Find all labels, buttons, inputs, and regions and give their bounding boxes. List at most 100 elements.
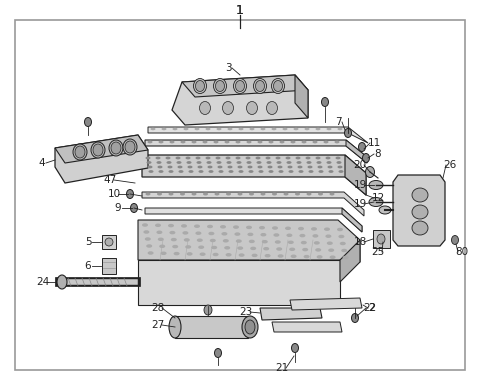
Ellipse shape bbox=[260, 233, 266, 237]
Ellipse shape bbox=[184, 238, 190, 242]
Polygon shape bbox=[175, 316, 248, 338]
Ellipse shape bbox=[208, 232, 215, 235]
Ellipse shape bbox=[161, 128, 167, 130]
Text: 24: 24 bbox=[36, 277, 49, 287]
Ellipse shape bbox=[178, 166, 182, 169]
Ellipse shape bbox=[336, 157, 340, 159]
Ellipse shape bbox=[172, 128, 178, 130]
Ellipse shape bbox=[84, 118, 92, 126]
Ellipse shape bbox=[268, 170, 274, 173]
Text: 20: 20 bbox=[353, 160, 367, 170]
Ellipse shape bbox=[216, 157, 220, 159]
Ellipse shape bbox=[340, 242, 346, 245]
Ellipse shape bbox=[155, 223, 161, 227]
Ellipse shape bbox=[272, 78, 285, 93]
Ellipse shape bbox=[255, 81, 264, 91]
Ellipse shape bbox=[236, 239, 242, 243]
Ellipse shape bbox=[338, 235, 344, 238]
Text: 27: 27 bbox=[151, 320, 165, 330]
Ellipse shape bbox=[315, 157, 321, 159]
Ellipse shape bbox=[277, 254, 284, 258]
Polygon shape bbox=[142, 155, 366, 195]
Polygon shape bbox=[295, 75, 308, 118]
Ellipse shape bbox=[314, 241, 320, 245]
Ellipse shape bbox=[180, 141, 185, 143]
Ellipse shape bbox=[250, 247, 256, 250]
Ellipse shape bbox=[192, 141, 196, 143]
Ellipse shape bbox=[256, 161, 262, 164]
Ellipse shape bbox=[220, 225, 226, 228]
Ellipse shape bbox=[227, 161, 231, 164]
Ellipse shape bbox=[307, 192, 312, 195]
Text: 11: 11 bbox=[367, 138, 381, 148]
Ellipse shape bbox=[157, 192, 162, 195]
Ellipse shape bbox=[301, 241, 307, 244]
Polygon shape bbox=[373, 230, 390, 248]
Polygon shape bbox=[145, 140, 367, 163]
Ellipse shape bbox=[307, 161, 312, 164]
Polygon shape bbox=[145, 208, 362, 232]
Polygon shape bbox=[182, 75, 308, 97]
Ellipse shape bbox=[169, 316, 181, 338]
Ellipse shape bbox=[145, 237, 151, 241]
Ellipse shape bbox=[305, 157, 311, 159]
Ellipse shape bbox=[213, 253, 218, 256]
Ellipse shape bbox=[293, 128, 299, 130]
Ellipse shape bbox=[249, 192, 254, 195]
Ellipse shape bbox=[274, 233, 279, 237]
Ellipse shape bbox=[199, 170, 204, 173]
Ellipse shape bbox=[248, 166, 252, 169]
Ellipse shape bbox=[181, 224, 187, 228]
Polygon shape bbox=[148, 127, 368, 143]
Ellipse shape bbox=[237, 161, 241, 164]
Ellipse shape bbox=[279, 141, 285, 143]
Ellipse shape bbox=[287, 233, 292, 237]
Ellipse shape bbox=[275, 240, 281, 244]
Ellipse shape bbox=[379, 206, 391, 214]
Ellipse shape bbox=[223, 239, 229, 243]
Ellipse shape bbox=[194, 128, 200, 130]
Ellipse shape bbox=[274, 81, 283, 91]
Ellipse shape bbox=[255, 157, 261, 159]
Ellipse shape bbox=[168, 224, 174, 227]
Text: 6: 6 bbox=[84, 261, 91, 271]
Ellipse shape bbox=[257, 141, 263, 143]
Text: 19: 19 bbox=[353, 199, 367, 209]
Ellipse shape bbox=[330, 255, 336, 259]
Ellipse shape bbox=[214, 78, 227, 93]
Polygon shape bbox=[342, 208, 362, 232]
Ellipse shape bbox=[197, 238, 203, 242]
Ellipse shape bbox=[148, 170, 154, 173]
Ellipse shape bbox=[167, 161, 171, 164]
Ellipse shape bbox=[259, 226, 265, 230]
Ellipse shape bbox=[211, 246, 217, 249]
Ellipse shape bbox=[228, 170, 233, 173]
Ellipse shape bbox=[172, 245, 178, 248]
Ellipse shape bbox=[335, 141, 339, 143]
Ellipse shape bbox=[338, 170, 344, 173]
Ellipse shape bbox=[249, 240, 255, 243]
Ellipse shape bbox=[169, 231, 175, 234]
Polygon shape bbox=[346, 140, 367, 163]
Ellipse shape bbox=[247, 161, 252, 164]
Text: 3: 3 bbox=[225, 63, 231, 73]
Ellipse shape bbox=[290, 255, 297, 258]
Ellipse shape bbox=[257, 166, 263, 169]
Ellipse shape bbox=[351, 313, 359, 323]
Ellipse shape bbox=[198, 245, 204, 249]
Ellipse shape bbox=[205, 128, 211, 130]
Ellipse shape bbox=[187, 161, 192, 164]
Ellipse shape bbox=[146, 161, 152, 164]
Ellipse shape bbox=[246, 226, 252, 229]
Polygon shape bbox=[55, 135, 148, 183]
Ellipse shape bbox=[301, 141, 307, 143]
Ellipse shape bbox=[266, 101, 277, 114]
Ellipse shape bbox=[295, 192, 300, 195]
Text: 9: 9 bbox=[115, 203, 121, 213]
Ellipse shape bbox=[259, 170, 264, 173]
Ellipse shape bbox=[233, 78, 247, 93]
Ellipse shape bbox=[337, 166, 343, 169]
Polygon shape bbox=[142, 192, 364, 216]
Ellipse shape bbox=[261, 192, 265, 195]
Ellipse shape bbox=[182, 231, 188, 235]
